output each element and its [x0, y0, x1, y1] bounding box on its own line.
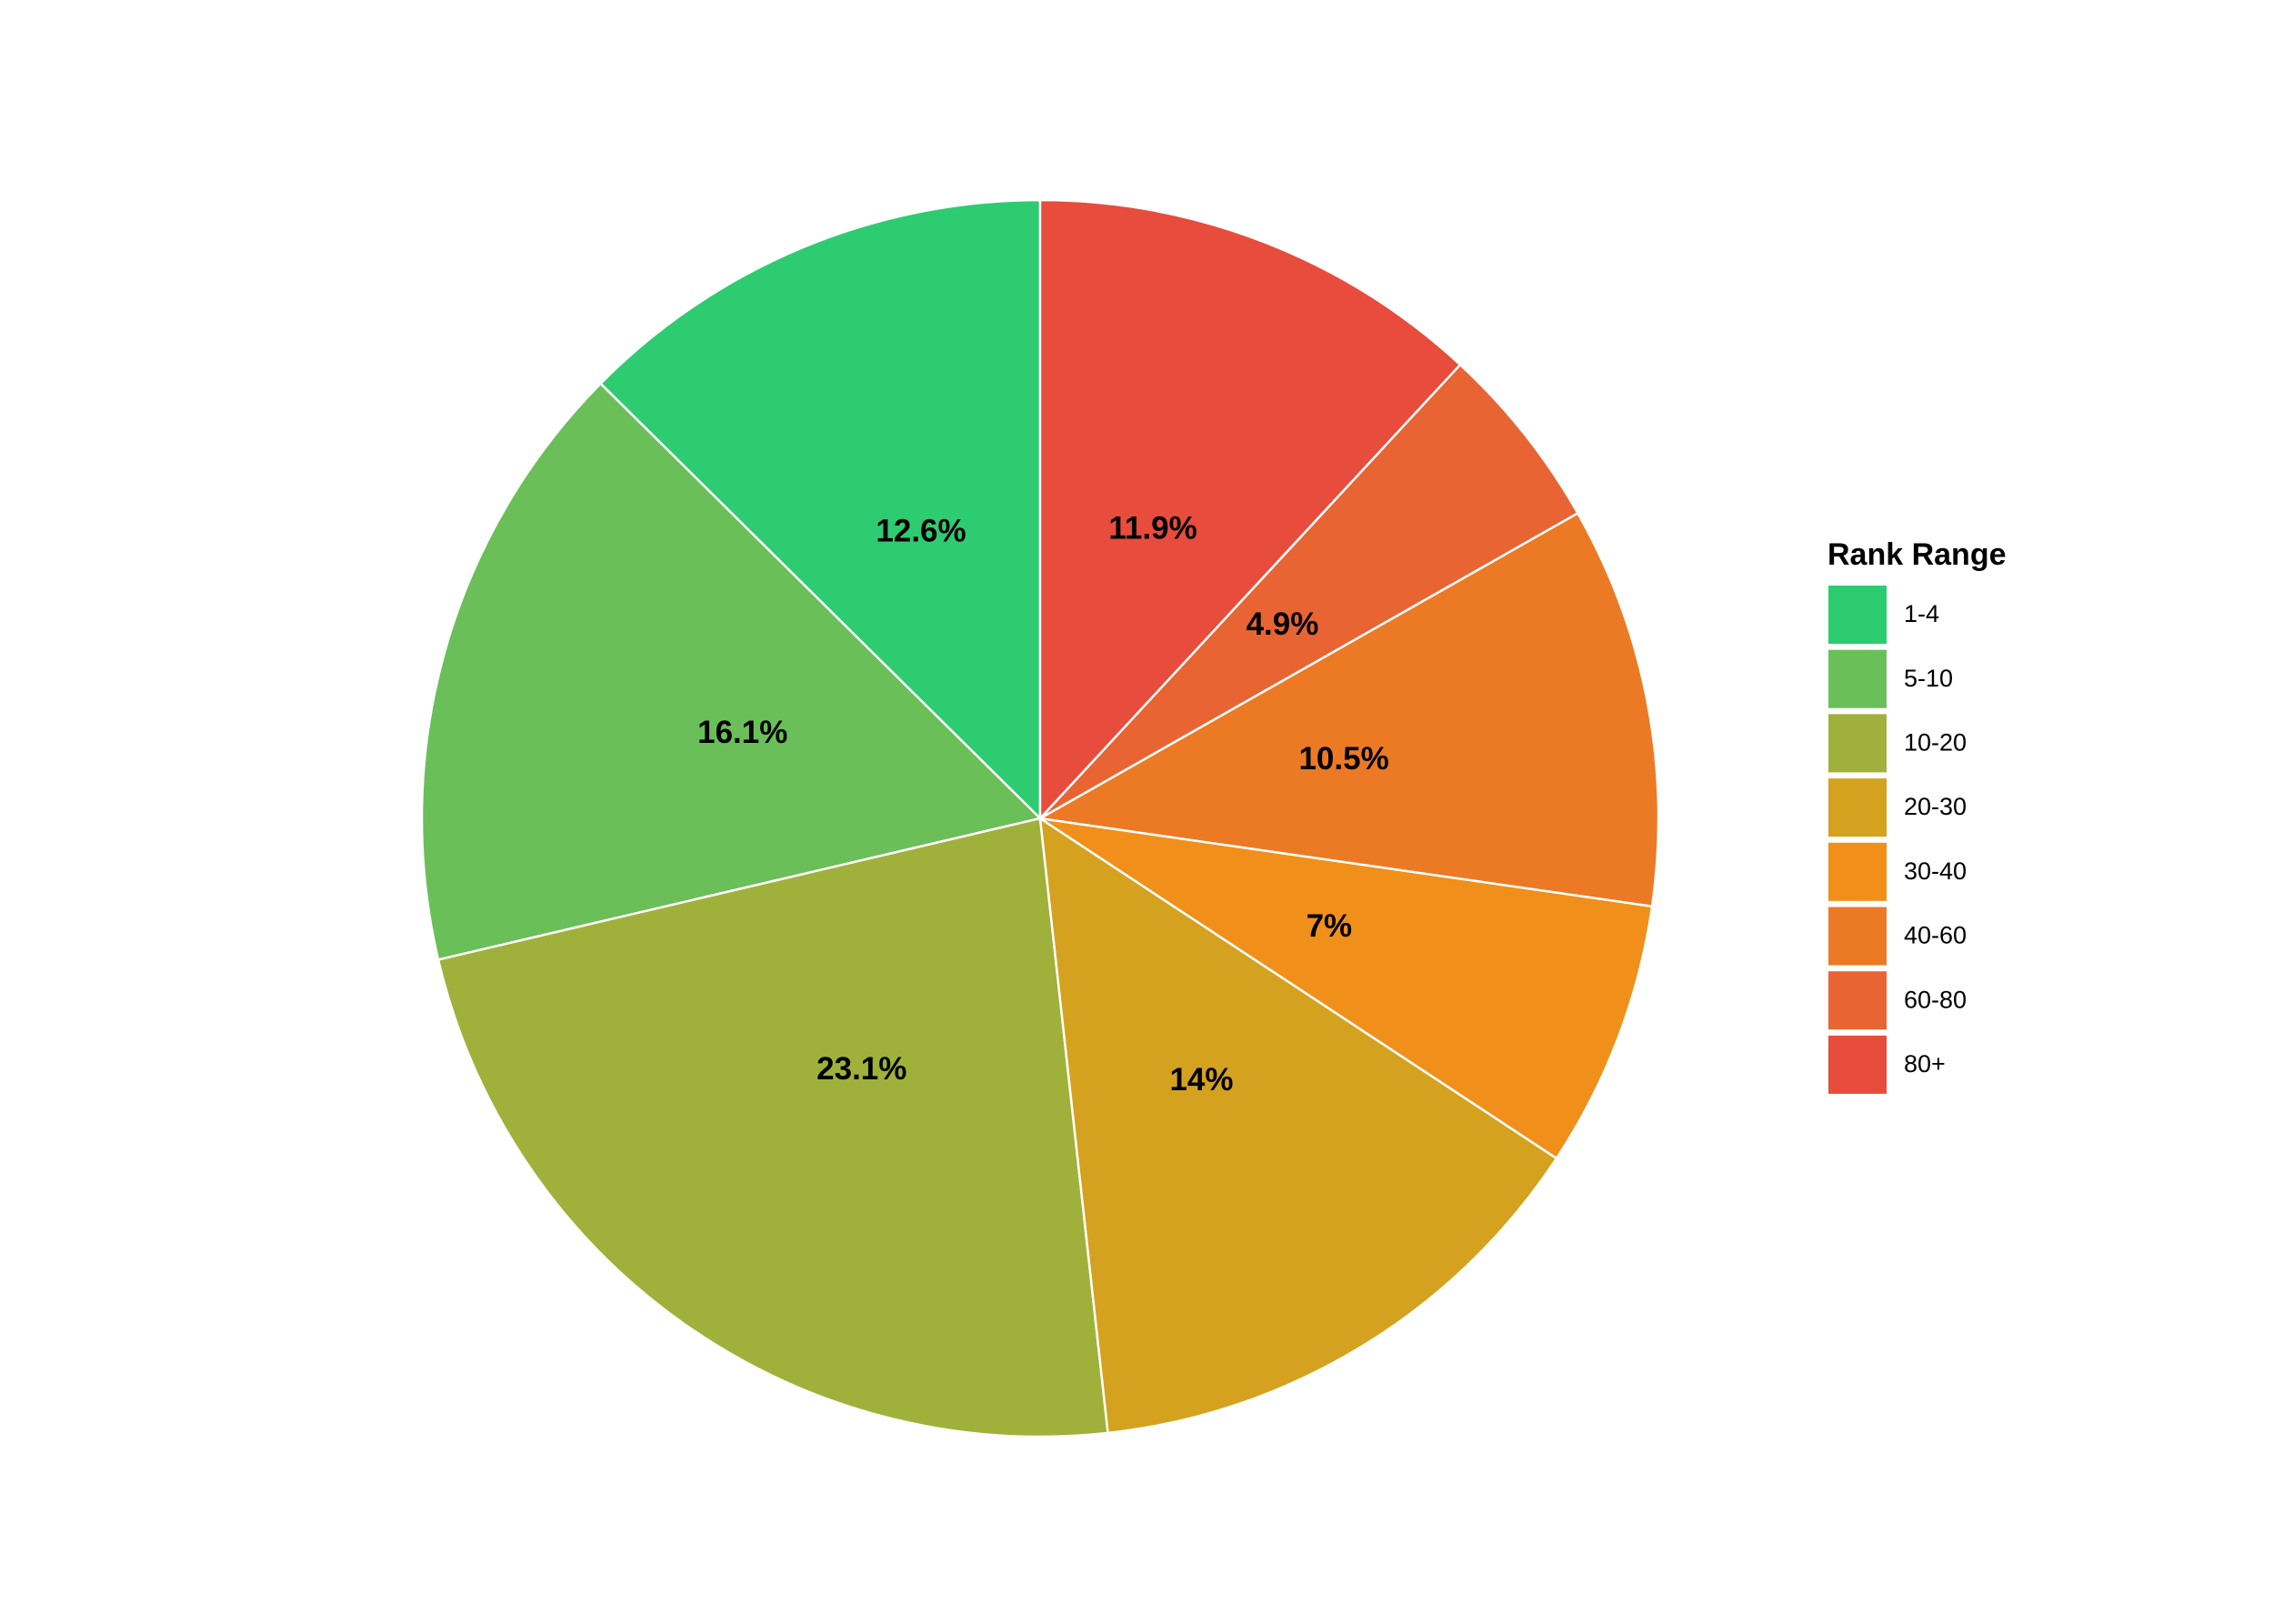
legend-swatch: [1827, 777, 1888, 839]
slice-label: 23.1%: [816, 1051, 906, 1087]
legend-swatch: [1827, 584, 1888, 646]
slice-label: 10.5%: [1298, 741, 1388, 777]
legend-label: 60-80: [1904, 986, 1967, 1013]
slice-label: 4.9%: [1247, 606, 1319, 642]
legend-swatch: [1827, 1033, 1888, 1096]
legend-label: 10-20: [1904, 729, 1967, 757]
legend-label: 40-60: [1904, 922, 1967, 949]
legend-swatch: [1827, 647, 1888, 710]
pie-slice: [598, 198, 1042, 821]
pie-slice: [436, 817, 1109, 1439]
legend-label: 80+: [1904, 1050, 1946, 1078]
pie-slice: [420, 382, 1043, 961]
pie-slice: [1039, 817, 1654, 1160]
legend-swatch: [1827, 840, 1888, 903]
slice-label: 11.9%: [1108, 511, 1197, 546]
legend-label: 20-30: [1904, 793, 1967, 820]
legend-title: Rank Range: [1827, 537, 2007, 572]
slice-label: 12.6%: [876, 513, 966, 548]
slice-label: 14%: [1169, 1062, 1233, 1098]
legend-swatch: [1827, 905, 1888, 967]
pie-slice: [1039, 363, 1580, 820]
slice-label: 16.1%: [697, 715, 787, 750]
slice-label: 7%: [1307, 908, 1353, 944]
legend-label: 5-10: [1904, 665, 1953, 692]
legend-swatch: [1827, 969, 1888, 1032]
legend-swatch: [1827, 712, 1888, 775]
legend-label: 30-40: [1904, 857, 1967, 885]
pie-slice: [1038, 198, 1462, 822]
legend-label: 1-4: [1904, 600, 1939, 627]
pie-slice: [1038, 816, 1558, 1435]
pie-slice: [1036, 511, 1660, 908]
